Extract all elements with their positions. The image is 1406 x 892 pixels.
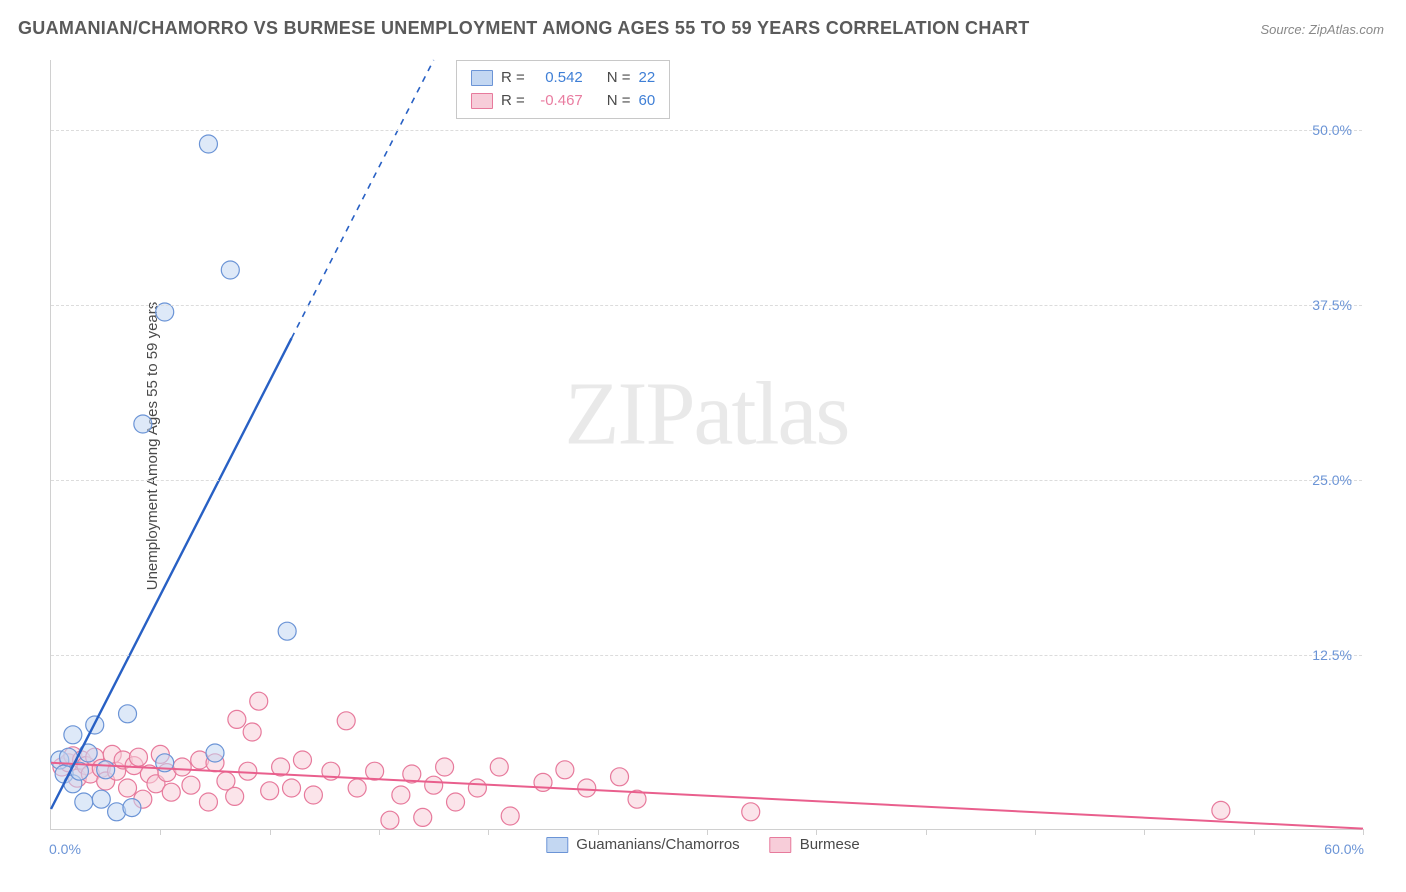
data-point — [250, 692, 268, 710]
data-point — [182, 776, 200, 794]
ytick-label: 12.5% — [1312, 647, 1352, 663]
data-point — [278, 622, 296, 640]
legend-swatch-blue — [546, 837, 568, 853]
data-point — [578, 779, 596, 797]
data-point — [199, 793, 217, 811]
legend-item-1: Guamanians/Chamorros — [546, 836, 739, 853]
xtick-mark — [160, 829, 161, 835]
gridline-h — [51, 305, 1362, 306]
data-point — [226, 787, 244, 805]
data-point — [414, 808, 432, 826]
data-point — [425, 776, 443, 794]
xtick-mark — [1144, 829, 1145, 835]
xtick-mark — [707, 829, 708, 835]
xtick-mark — [816, 829, 817, 835]
xtick-mark — [379, 829, 380, 835]
source-attribution: Source: ZipAtlas.com — [1260, 22, 1384, 37]
gridline-h — [51, 655, 1362, 656]
data-point — [123, 799, 141, 817]
data-point — [490, 758, 508, 776]
data-point — [436, 758, 454, 776]
data-point — [134, 415, 152, 433]
data-point — [119, 705, 137, 723]
gridline-h — [51, 480, 1362, 481]
data-point — [221, 261, 239, 279]
data-point — [468, 779, 486, 797]
data-point — [228, 710, 246, 728]
data-point — [447, 793, 465, 811]
data-point — [243, 723, 261, 741]
chart-title: GUAMANIAN/CHAMORRO VS BURMESE UNEMPLOYME… — [18, 18, 1030, 39]
xtick-mark — [1254, 829, 1255, 835]
xtick-mark — [1363, 829, 1364, 835]
source-prefix: Source: — [1260, 22, 1308, 37]
data-point — [92, 790, 110, 808]
data-point — [556, 761, 574, 779]
plot-area: ZIPatlas R = 0.542 N = 22 R = -0.467 N =… — [50, 60, 1362, 830]
data-point — [199, 135, 217, 153]
trendline — [292, 60, 434, 338]
ytick-label: 37.5% — [1312, 297, 1352, 313]
trendline — [51, 763, 1363, 829]
data-point — [97, 761, 115, 779]
gridline-h — [51, 130, 1362, 131]
data-point — [501, 807, 519, 825]
data-point — [173, 758, 191, 776]
xtick-mark — [488, 829, 489, 835]
data-point — [206, 744, 224, 762]
data-point — [162, 783, 180, 801]
data-point — [129, 748, 147, 766]
chart-svg — [51, 60, 1362, 829]
xtick-mark — [926, 829, 927, 835]
xtick-mark — [598, 829, 599, 835]
legend-label-2: Burmese — [800, 836, 860, 853]
data-point — [304, 786, 322, 804]
data-point — [1212, 801, 1230, 819]
bottom-legend: Guamanians/Chamorros Burmese — [546, 836, 859, 853]
xtick-mark — [270, 829, 271, 835]
data-point — [337, 712, 355, 730]
legend-label-1: Guamanians/Chamorros — [576, 836, 739, 853]
data-point — [348, 779, 366, 797]
data-point — [293, 751, 311, 769]
data-point — [742, 803, 760, 821]
ytick-label: 25.0% — [1312, 472, 1352, 488]
data-point — [283, 779, 301, 797]
legend-swatch-pink — [770, 837, 792, 853]
data-point — [381, 811, 399, 829]
ytick-label: 50.0% — [1312, 122, 1352, 138]
xtick-label-max: 60.0% — [1324, 841, 1364, 857]
source-text: ZipAtlas.com — [1309, 22, 1384, 37]
data-point — [75, 793, 93, 811]
data-point — [611, 768, 629, 786]
data-point — [64, 726, 82, 744]
data-point — [261, 782, 279, 800]
xtick-mark — [1035, 829, 1036, 835]
data-point — [366, 762, 384, 780]
data-point — [239, 762, 257, 780]
data-point — [392, 786, 410, 804]
data-point — [119, 779, 137, 797]
legend-item-2: Burmese — [770, 836, 860, 853]
xtick-label-min: 0.0% — [49, 841, 81, 857]
